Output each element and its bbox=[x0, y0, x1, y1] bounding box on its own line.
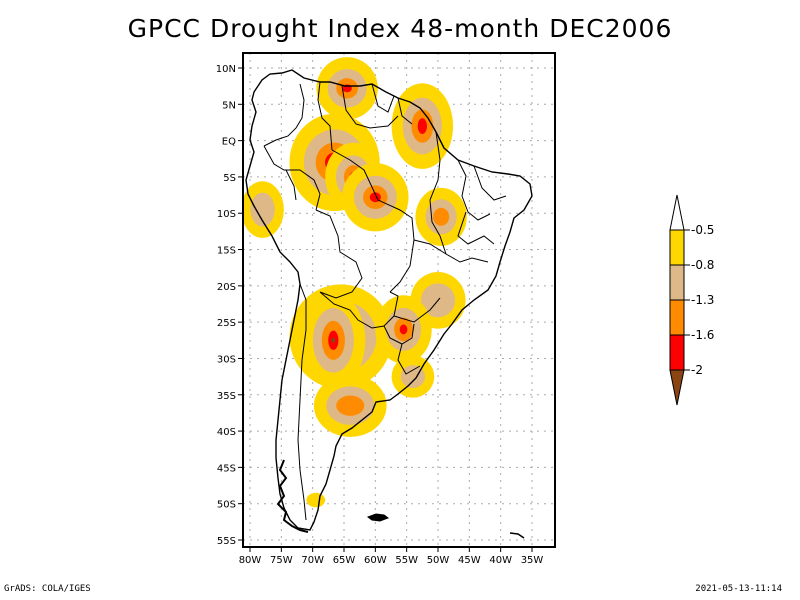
drought-level-3 bbox=[336, 395, 365, 416]
colorbar-below-triangle bbox=[669, 369, 685, 406]
grads-credit: GrADS: COLA/IGES bbox=[4, 584, 91, 594]
drought-level-4 bbox=[399, 324, 408, 335]
drought-patch-venezuela-north bbox=[316, 57, 378, 120]
lat-tick-label: 10S bbox=[217, 209, 236, 220]
lat-tick-label: 45S bbox=[217, 463, 236, 474]
drought-level-2 bbox=[250, 192, 275, 227]
south-georgia bbox=[509, 532, 525, 539]
drought-level-3 bbox=[433, 207, 450, 226]
drought-level-1 bbox=[306, 492, 326, 508]
lat-tick-label: 55S bbox=[217, 536, 236, 547]
drought-patches bbox=[243, 57, 467, 508]
lon-tick-label: 65W bbox=[333, 555, 356, 566]
drought-patch-parana bbox=[375, 295, 432, 364]
drought-patch-pampas bbox=[313, 374, 387, 437]
map-frame bbox=[242, 52, 556, 548]
colorbar-box bbox=[669, 264, 685, 301]
colorbar-box bbox=[669, 229, 685, 266]
drought-patch-uruguay bbox=[391, 355, 435, 398]
lon-tick-label: 50W bbox=[427, 555, 450, 566]
colorbar-legend: -0.5 -0.8 -1.3 -1.6 -2 bbox=[669, 194, 714, 406]
drought-patch-guianas-amapa bbox=[391, 83, 454, 169]
lon-tick-label: 45W bbox=[458, 555, 481, 566]
chart-title: GPCC Drought Index 48-month DEC2006 bbox=[127, 14, 673, 43]
drought-patch-patagonia-south bbox=[306, 492, 326, 508]
colorbar-level-label: -0.8 bbox=[691, 258, 714, 272]
timestamp: 2021-05-13-11:14 bbox=[695, 584, 782, 594]
colorbar-above-triangle bbox=[669, 194, 685, 231]
colorbar-box bbox=[669, 299, 685, 336]
lat-tick-label: 5N bbox=[222, 100, 236, 111]
drought-patch-mato-grosso bbox=[342, 163, 409, 232]
lat-tick-label: 10N bbox=[216, 64, 236, 75]
drought-patch-peru-coast bbox=[243, 181, 284, 238]
chile-fjords bbox=[276, 459, 309, 533]
lat-tick-label: EQ bbox=[222, 137, 236, 148]
latitude-axis: 10N 5N EQ 5S 10S 15S 20S 25S 30S 35S 40S 45S 50S 55S bbox=[216, 64, 243, 547]
lon-tick-label: 75W bbox=[270, 555, 293, 566]
lat-tick-label: 35S bbox=[217, 391, 236, 402]
drought-level-5 bbox=[331, 337, 336, 343]
drought-patch-bahia-west bbox=[415, 187, 467, 246]
lon-tick-label: 40W bbox=[489, 555, 512, 566]
colorbar-level-label: -2 bbox=[691, 363, 703, 377]
drought-patch-chaco-core bbox=[301, 292, 366, 389]
colorbar-level-label: -1.6 bbox=[691, 328, 714, 342]
lat-tick-label: 15S bbox=[217, 246, 236, 257]
lon-tick-label: 70W bbox=[301, 555, 324, 566]
country-borders bbox=[263, 81, 507, 521]
coastline bbox=[245, 69, 533, 539]
lat-tick-label: 40S bbox=[217, 427, 236, 438]
lon-tick-label: 55W bbox=[395, 555, 418, 566]
falkland-islands bbox=[366, 513, 390, 522]
colorbar-level-label: -0.5 bbox=[691, 223, 714, 237]
lon-tick-label: 35W bbox=[521, 555, 544, 566]
colorbar-level-label: -1.3 bbox=[691, 293, 714, 307]
lat-tick-label: 30S bbox=[217, 354, 236, 365]
drought-level-2 bbox=[400, 365, 426, 388]
colorbar-box bbox=[669, 334, 685, 371]
lon-tick-label: 60W bbox=[364, 555, 387, 566]
longitude-axis: 80W 75W 70W 65W 60W 55W 50W 45W 40W 35W bbox=[239, 547, 544, 566]
lat-tick-label: 25S bbox=[217, 318, 236, 329]
drought-level-4 bbox=[417, 118, 428, 134]
lat-tick-label: 5S bbox=[223, 173, 236, 184]
lat-tick-label: 50S bbox=[217, 500, 236, 511]
lat-tick-label: 20S bbox=[217, 282, 236, 293]
south-america-coastline bbox=[245, 69, 533, 531]
lon-tick-label: 80W bbox=[239, 555, 262, 566]
